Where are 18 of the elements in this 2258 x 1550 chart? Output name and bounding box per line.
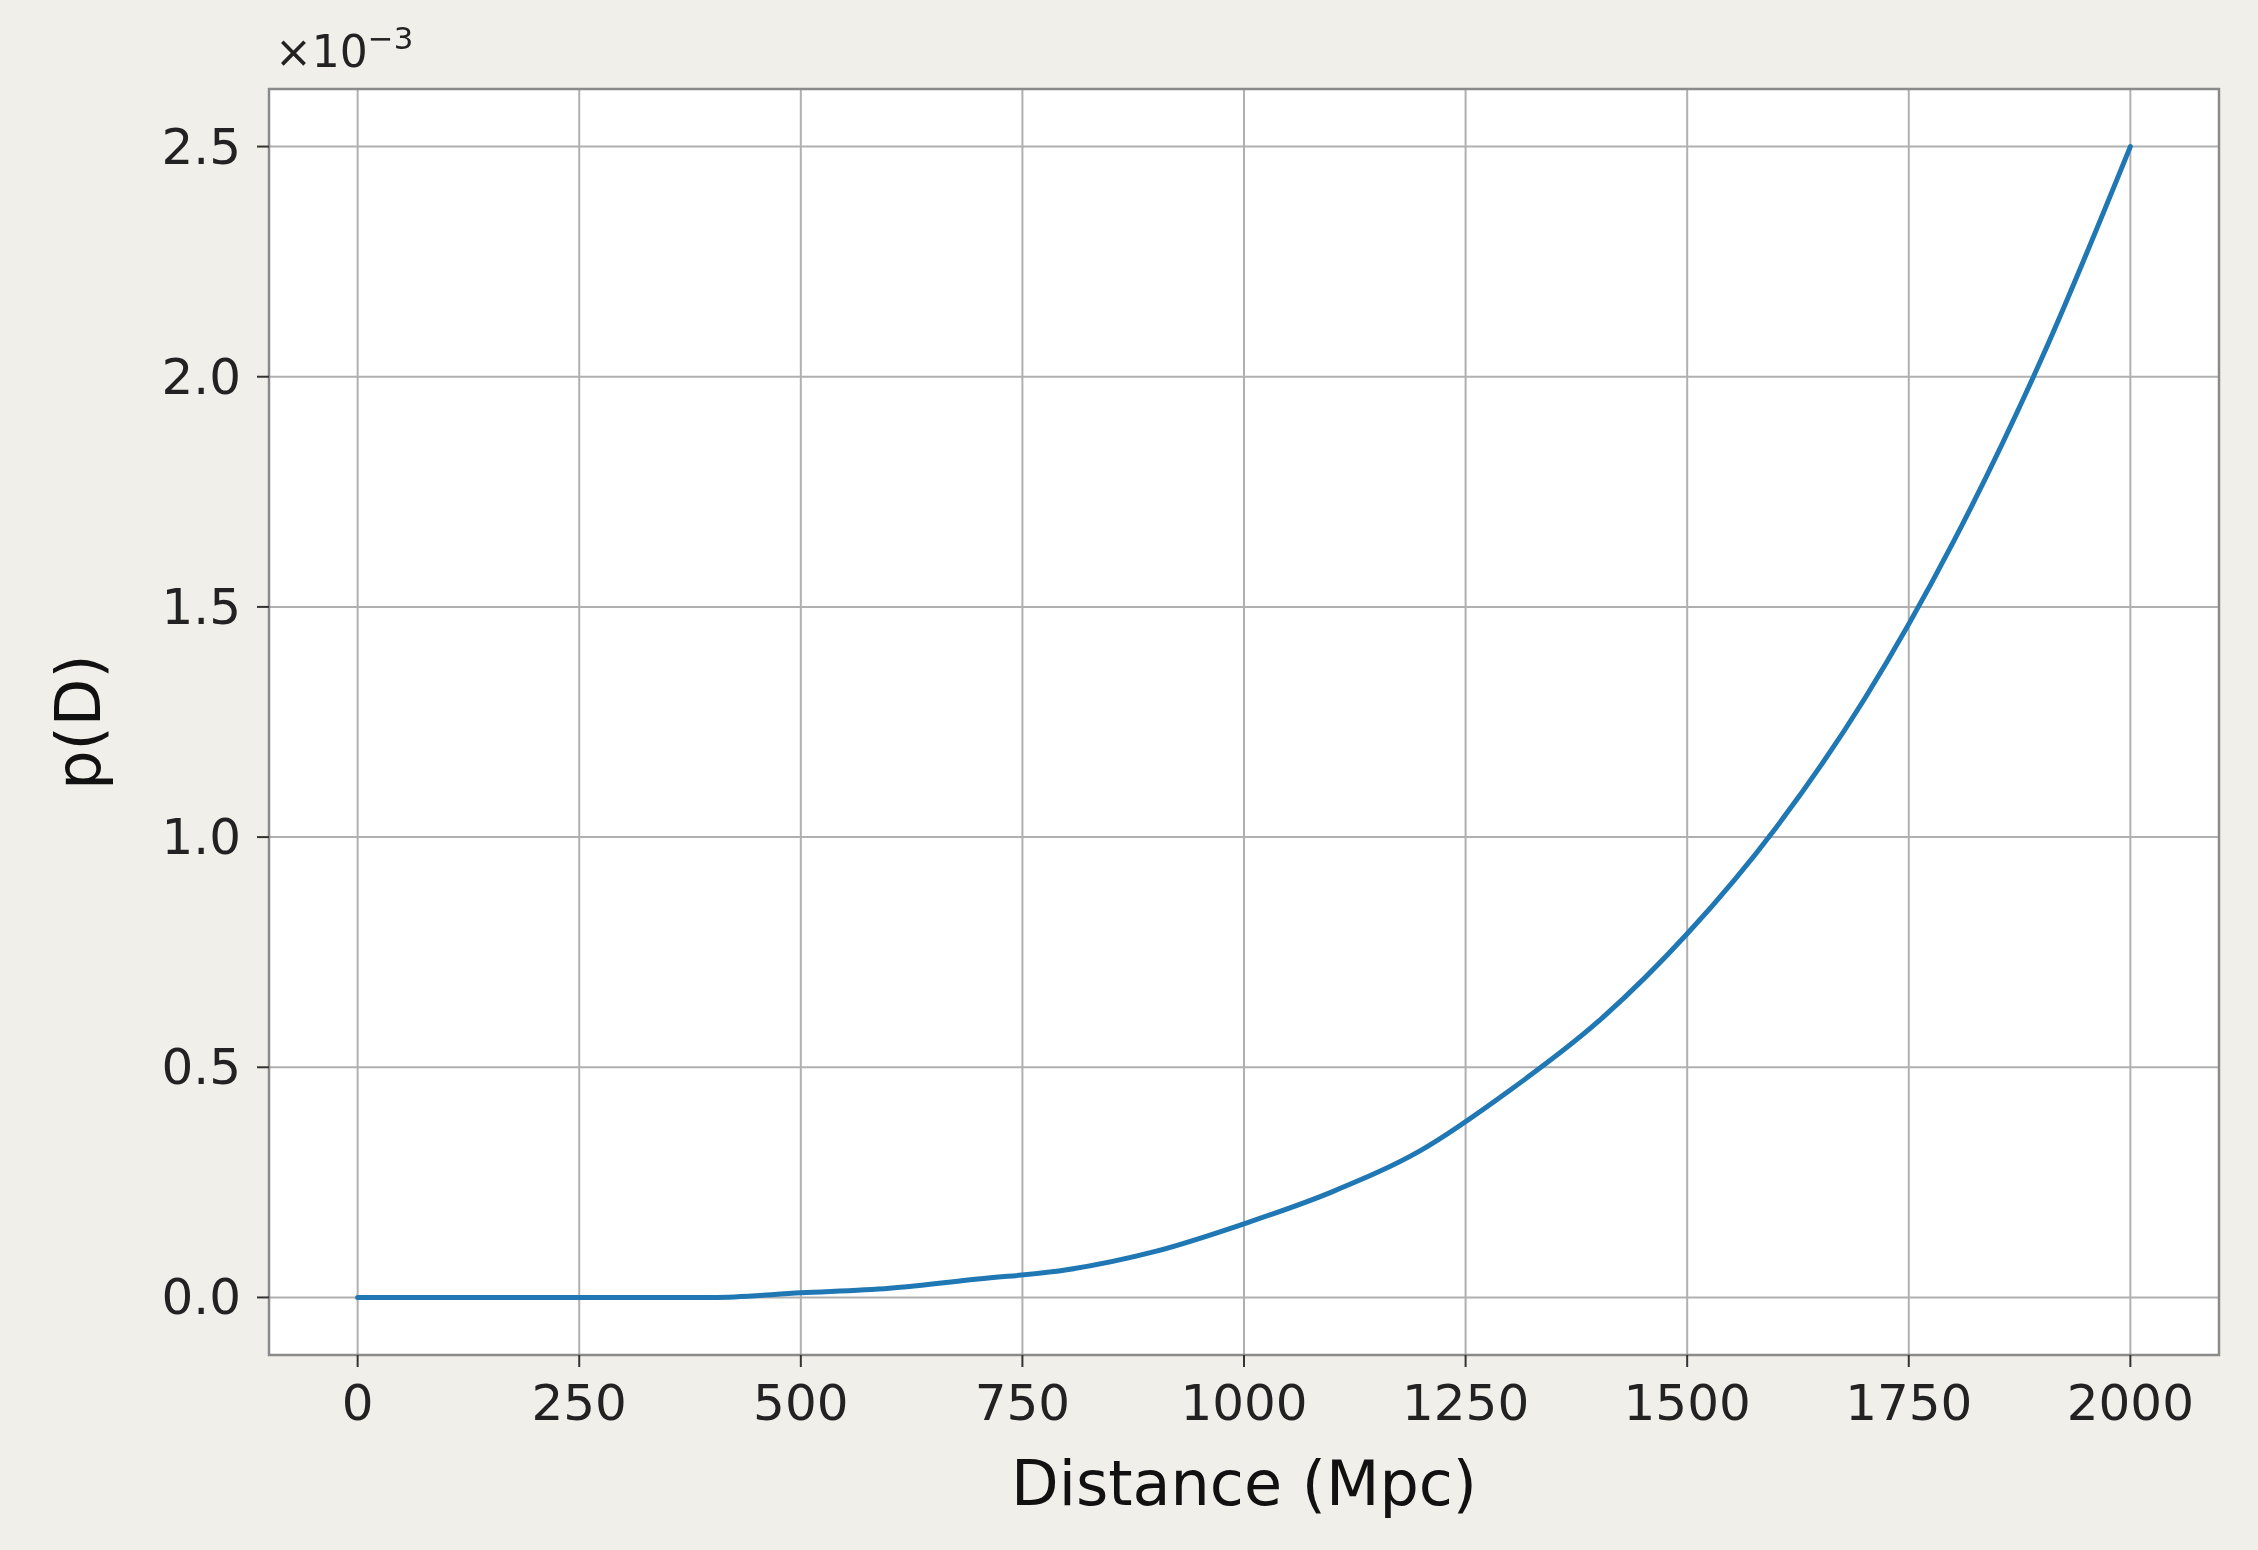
y-tick-label: 0.5 bbox=[161, 1038, 241, 1097]
x-tick-label: 2000 bbox=[2066, 1374, 2194, 1432]
y-tick-label: 2.5 bbox=[161, 117, 241, 176]
y-tick-label: 2.0 bbox=[161, 347, 241, 406]
x-tick-label: 0 bbox=[341, 1374, 374, 1432]
text: ×10$^{−3}$ bbox=[275, 20, 414, 77]
x-tick-label: 1500 bbox=[1623, 1374, 1751, 1432]
x-tick-label: 1750 bbox=[1845, 1374, 1973, 1432]
x-tick-label: 750 bbox=[974, 1374, 1071, 1432]
y-tick-label: 1.5 bbox=[161, 577, 241, 636]
y-tick-label: 0.0 bbox=[161, 1268, 241, 1327]
x-tick-label: 500 bbox=[753, 1374, 849, 1432]
y-axis-title: p(D) bbox=[42, 654, 115, 790]
y-tick-label: 1.0 bbox=[161, 808, 241, 867]
x-tick-label: 250 bbox=[531, 1374, 627, 1432]
x-tick-label: 1000 bbox=[1180, 1374, 1308, 1432]
x-tick-label: 1250 bbox=[1401, 1374, 1530, 1432]
x-axis-title: Distance (Mpc) bbox=[1010, 1447, 1478, 1520]
